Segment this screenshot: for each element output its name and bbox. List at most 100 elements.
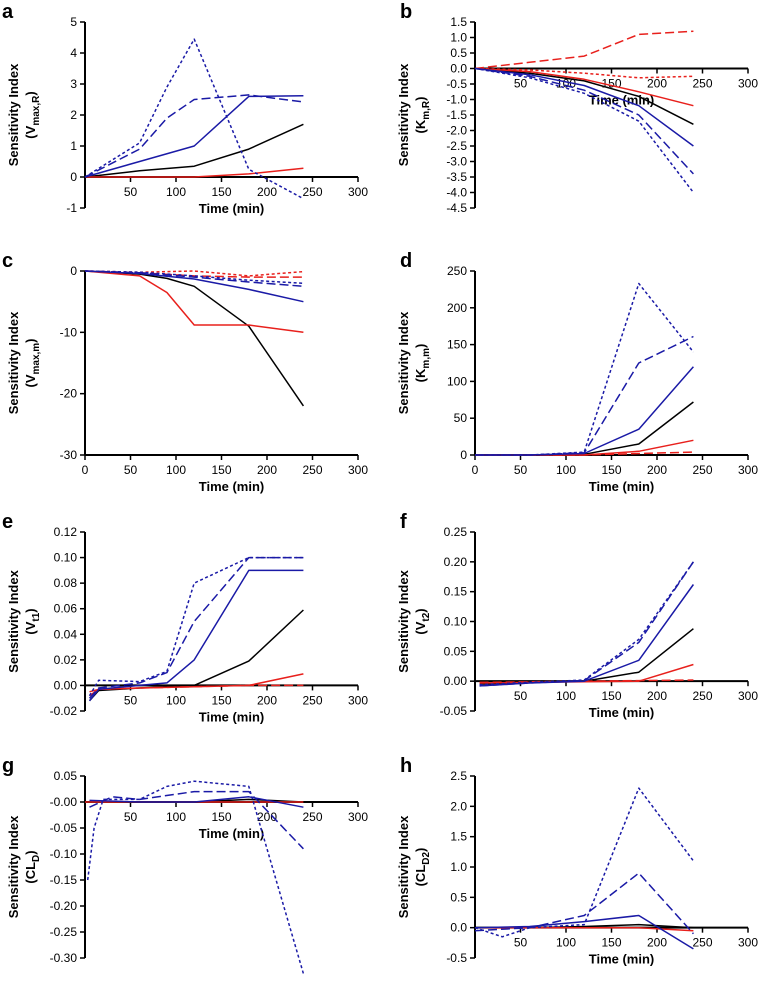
- x-tick-label: 300: [738, 77, 758, 91]
- series-blue-dashed: [89, 790, 304, 850]
- y-axis-label: Sensitivity Index: [6, 63, 21, 166]
- x-tick-label: 200: [647, 689, 667, 703]
- y-tick-label: 0: [70, 264, 77, 278]
- y-tick-label: -0.15: [50, 873, 78, 887]
- y-tick-label: 0.06: [54, 602, 78, 616]
- x-tick-label: 150: [601, 463, 621, 477]
- series-blue-solid: [474, 914, 694, 950]
- x-tick-label: 100: [556, 689, 576, 703]
- y-tick-label: -0.20: [50, 899, 78, 913]
- series-blue-dashed: [475, 335, 694, 456]
- panel-letter: e: [2, 511, 13, 533]
- y-tick-label: 0.10: [444, 615, 468, 629]
- x-tick-label: 50: [124, 463, 138, 477]
- series-blue-dashed: [84, 270, 304, 288]
- y-tick-label: -1.5: [446, 108, 467, 122]
- x-tick-label: 250: [302, 463, 322, 477]
- x-tick-label: 200: [257, 693, 277, 707]
- y-axis-param-label: (CLD2): [413, 848, 432, 887]
- series-red-dotted: [474, 67, 694, 79]
- x-tick-label: 50: [514, 463, 528, 477]
- y-tick-label: 0.0: [450, 62, 467, 76]
- y-tick-label: -0.25: [50, 925, 78, 939]
- param-subscript: t2: [421, 612, 432, 621]
- y-tick-label: 0.02: [54, 653, 78, 667]
- series-blue-dashed: [474, 872, 694, 935]
- x-tick-label: 50: [124, 185, 138, 199]
- param-close: ): [23, 338, 38, 342]
- panel-e: e -0.02 0.00 0.02 0.04 0.06 0.08 0.10 0.12 50 100 1…: [2, 511, 368, 724]
- x-tick-label: 100: [556, 936, 576, 950]
- series-blue-dashed: [479, 561, 695, 687]
- y-tick-label: -30: [60, 448, 78, 462]
- series-blue-dotted: [474, 787, 695, 938]
- series-blue-dotted: [84, 38, 304, 200]
- y-tick-label: 250: [447, 264, 467, 278]
- y-tick-label: 1.5: [450, 830, 467, 844]
- x-axis-label: Time (min): [199, 826, 265, 841]
- y-tick-label: 1.0: [450, 860, 467, 874]
- x-tick-label: 250: [692, 689, 712, 703]
- series-blue-solid: [84, 270, 304, 303]
- x-tick-label: 250: [692, 77, 712, 91]
- series-red-dashed: [474, 30, 694, 70]
- series-blue-solid: [84, 95, 304, 178]
- y-axis-label: Sensitivity Index: [396, 815, 411, 918]
- y-axis-label: Sensitivity Index: [6, 311, 21, 414]
- param-base: CL: [23, 862, 38, 879]
- y-tick-label: 0: [460, 448, 467, 462]
- param-open: (: [23, 383, 38, 388]
- x-tick-label: 100: [166, 693, 186, 707]
- x-tick-label: 300: [738, 936, 758, 950]
- series-red-dashed: [84, 270, 304, 278]
- y-axis-param-label: (Vmax,m): [23, 338, 42, 387]
- x-tick-label: 250: [302, 185, 322, 199]
- x-tick-label: 250: [692, 463, 712, 477]
- panel-letter: a: [2, 1, 14, 23]
- y-axis-param-label: (Vt1): [23, 608, 42, 634]
- series-red-solid: [85, 167, 304, 178]
- y-tick-label: 0.05: [54, 769, 78, 783]
- param-close: ): [413, 848, 428, 852]
- y-tick-label: 0.08: [54, 576, 78, 590]
- x-tick-label: 150: [211, 463, 231, 477]
- y-tick-label: 0.15: [444, 585, 468, 599]
- x-tick-label: 300: [348, 693, 368, 707]
- series-red-dashed: [89, 684, 304, 693]
- y-tick-label: 50: [454, 411, 468, 425]
- param-open: (: [413, 128, 428, 133]
- y-tick-label: 0: [70, 170, 77, 184]
- param-subscript: m,R: [421, 100, 432, 120]
- param-open: (: [413, 881, 428, 886]
- y-tick-label: -1: [66, 201, 77, 215]
- y-tick-label: 0.04: [54, 627, 78, 641]
- param-open: (: [413, 377, 428, 382]
- param-base: V: [413, 621, 428, 630]
- x-tick-label: 50: [124, 810, 138, 824]
- panel-letter: b: [400, 1, 412, 23]
- y-tick-label: 0.10: [54, 551, 78, 565]
- param-close: ): [413, 608, 428, 612]
- param-base: K: [413, 119, 428, 129]
- x-tick-label: 100: [556, 463, 576, 477]
- y-axis-param-label: (Vmax,R): [23, 91, 42, 138]
- param-subscript: max,R: [31, 95, 42, 126]
- y-axis-param-label: (Vt2): [413, 608, 432, 634]
- x-tick-label: 100: [166, 810, 186, 824]
- param-close: ): [413, 97, 428, 101]
- panel-letter: d: [400, 250, 412, 272]
- param-subscript: D2: [421, 852, 432, 865]
- series-blue-dotted: [84, 270, 304, 285]
- y-tick-label: -2.5: [446, 139, 467, 153]
- y-tick-label: 0.00: [444, 674, 468, 688]
- param-close: ): [413, 344, 428, 348]
- x-tick-label: 200: [647, 463, 667, 477]
- x-tick-label: 300: [738, 689, 758, 703]
- y-tick-label: 1: [70, 139, 77, 153]
- param-base: V: [23, 125, 38, 134]
- y-tick-label: 2: [70, 108, 77, 122]
- x-tick-label: 150: [601, 689, 621, 703]
- y-tick-label: -0.02: [50, 704, 78, 718]
- y-tick-label: 0.5: [450, 890, 467, 904]
